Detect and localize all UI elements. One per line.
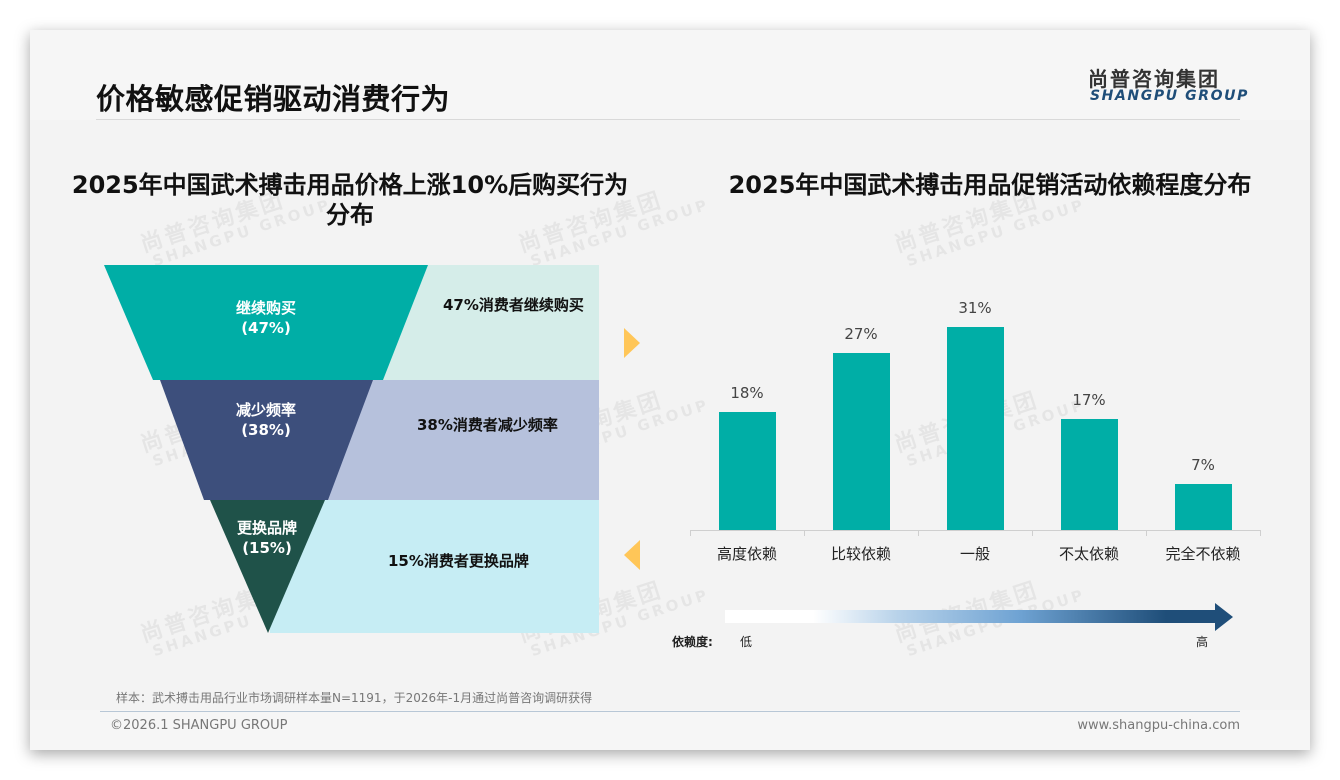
funnel-label-continue: 继续购买 (47%) <box>235 299 296 337</box>
website-link[interactable]: www.shangpu-china.com <box>1077 718 1240 733</box>
band-text-switch: 15%消费者更换品牌 <box>388 552 529 570</box>
bar <box>718 412 776 530</box>
copyright: ©2026.1 SHANGPU GROUP <box>110 718 288 733</box>
bar <box>832 353 890 530</box>
band-text-continue: 47%消费者继续购买 <box>443 296 584 314</box>
bar-value-label: 18% <box>730 384 764 403</box>
bar-value-label: 7% <box>1191 456 1215 475</box>
axis-tick <box>804 530 805 536</box>
bar-category-label: 完全不依赖 <box>1165 545 1241 563</box>
funnel-label-switch: 更换品牌 (15%) <box>236 519 297 557</box>
header-divider <box>96 119 1240 120</box>
axis-tick <box>690 530 691 536</box>
bar-value-label: 17% <box>1072 390 1106 409</box>
scale-high-label: 高 <box>1196 635 1209 649</box>
source-note: 样本：武术搏击用品行业市场调研样本量N=1191，于2026年-1月通过尚普咨询… <box>116 691 593 705</box>
funnel-label-reduce: 减少频率 (38%) <box>235 401 296 439</box>
funnel-segment-switch <box>210 500 325 633</box>
footer-divider <box>100 711 1240 712</box>
band-bg-switch <box>270 500 599 633</box>
page-title: 价格敏感促销驱动消费行为 <box>96 82 451 116</box>
slide: 尚普咨询集团 SHANGPU GROUP 尚普咨询集团 SHANGPU GROUP … <box>30 30 1310 750</box>
funnel-title-line1: 2025年中国武术搏击用品价格上涨10%后购买行为 <box>71 171 629 199</box>
bar-category-label: 不太依赖 <box>1058 545 1119 563</box>
band-text-reduce: 38%消费者减少频率 <box>417 416 558 434</box>
band-bg-reduce <box>328 380 599 500</box>
logo-english: SHANGPU GROUP <box>1090 88 1249 104</box>
bar <box>1060 418 1118 530</box>
scale-low-label: 低 <box>740 635 753 649</box>
axis-tick <box>1146 530 1147 536</box>
axis-tick <box>918 530 919 536</box>
arrow-right-icon <box>1215 603 1233 631</box>
logo-chinese: 尚普咨询集团 <box>1088 67 1220 91</box>
bar-chart-title: 2025年中国武术搏击用品促销活动依赖程度分布 <box>728 171 1252 199</box>
bar-category-label: 高度依赖 <box>716 545 777 563</box>
dependency-gradient-bar <box>725 610 1215 623</box>
scale-title: 依赖度: <box>672 635 713 649</box>
funnel-segment-reduce <box>160 380 373 500</box>
bar-category-label: 一般 <box>959 545 990 563</box>
bar-category-label: 比较依赖 <box>830 545 891 563</box>
bar <box>946 326 1004 530</box>
header-band <box>30 30 1310 120</box>
bar-value-label: 27% <box>844 325 878 344</box>
x-axis <box>690 530 1260 531</box>
funnel-title-line2: 分布 <box>326 201 374 229</box>
triangle-left-icon <box>624 540 640 570</box>
funnel-segment-continue <box>104 265 428 380</box>
bar-value-label: 31% <box>958 298 992 317</box>
funnel-chart-title: 2025年中国武术搏击用品价格上涨10%后购买行为 分布 <box>40 170 660 230</box>
triangle-right-icon <box>624 328 640 358</box>
axis-tick <box>1032 530 1033 536</box>
funnel-chart <box>104 265 599 633</box>
footer-band <box>30 710 1310 750</box>
axis-tick <box>1260 530 1261 536</box>
bar <box>1174 484 1232 530</box>
